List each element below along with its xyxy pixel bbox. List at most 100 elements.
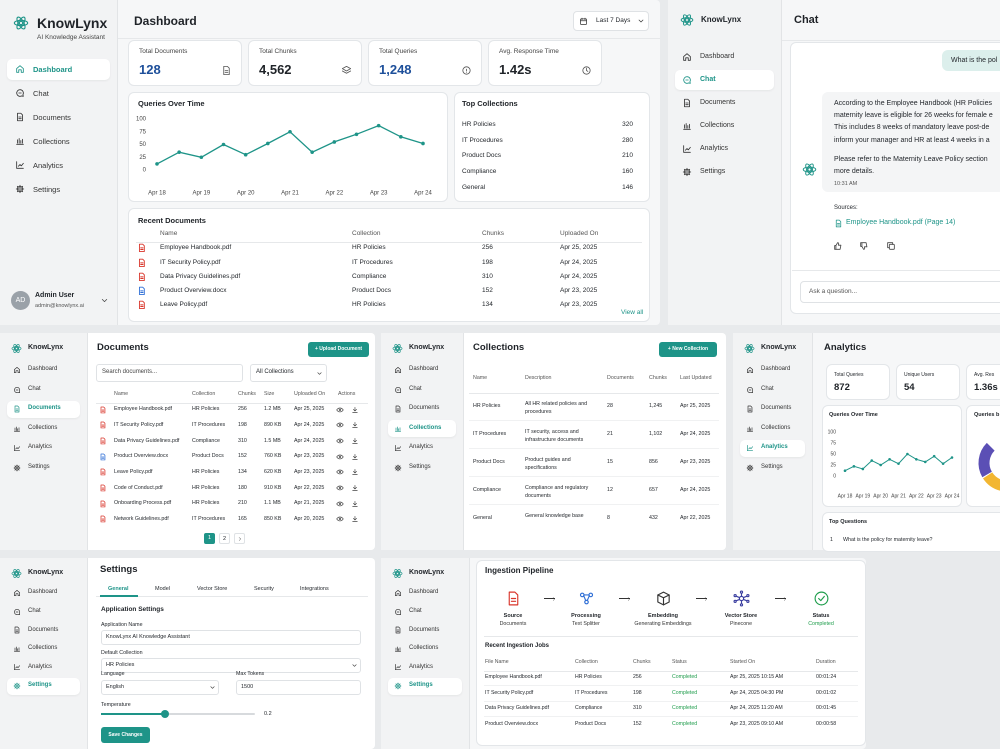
nav-item[interactable]: Dashboard	[409, 589, 439, 596]
chat-input[interactable]	[800, 281, 1000, 303]
icon	[336, 438, 344, 444]
icon	[656, 591, 670, 605]
nav-item[interactable]: Documents	[409, 405, 440, 412]
nav-item[interactable]: Dashboard	[28, 366, 58, 373]
table-cell: 210	[238, 500, 247, 507]
nav-item[interactable]: Chat	[761, 385, 774, 392]
nav-item[interactable]: Collections	[700, 121, 735, 129]
input[interactable]	[101, 658, 361, 673]
nav-item[interactable]: Collections	[409, 424, 442, 431]
nav-item[interactable]: Settings	[700, 167, 726, 175]
step-sub: Documents	[499, 621, 527, 627]
nav-item[interactable]: Analytics	[409, 663, 434, 670]
nav-item[interactable]: Documents	[28, 405, 61, 412]
nav-item[interactable]: Collections	[761, 424, 791, 431]
nav-item[interactable]: Settings	[33, 184, 61, 194]
nav-item[interactable]: Settings	[28, 463, 50, 470]
answer-line: inform your manager and HR at least 4 we…	[834, 136, 990, 144]
tab[interactable]: Security	[254, 585, 274, 592]
tab[interactable]: Model	[155, 585, 170, 592]
filter-select[interactable]	[250, 364, 327, 382]
header-divider	[96, 402, 368, 404]
sidebar	[0, 558, 88, 749]
nav-item[interactable]: Analytics	[409, 444, 434, 451]
icon-part	[395, 405, 401, 413]
nav-item[interactable]: Analytics	[761, 444, 788, 451]
table-cell: 1,245	[649, 402, 663, 409]
page-button[interactable]: 1	[204, 533, 215, 544]
table-cell: 15	[607, 458, 613, 465]
nav-item[interactable]: Settings	[409, 682, 433, 689]
icon-part	[15, 665, 20, 669]
button[interactable]: + Upload Document	[308, 342, 369, 357]
nav-item[interactable]: Analytics	[33, 160, 64, 170]
table-cell: Apr 24, 2025	[680, 486, 711, 493]
icon-part	[140, 247, 144, 251]
search-input[interactable]	[96, 364, 243, 382]
nav-item[interactable]: Documents	[28, 626, 59, 633]
nav-item[interactable]: Dashboard	[28, 589, 58, 596]
nav-item[interactable]: Chat	[28, 385, 41, 392]
nav-item[interactable]: Collections	[28, 424, 58, 431]
icon	[784, 596, 786, 601]
nav-item[interactable]: Chat	[700, 75, 716, 83]
nav-item[interactable]: Chat	[409, 385, 422, 392]
table-cell: HR Policies	[473, 402, 501, 409]
icon-part	[101, 298, 107, 302]
nav-item[interactable]: Analytics	[700, 144, 729, 152]
input-value: KnowLynx AI Knowledge Assistant	[106, 634, 190, 641]
filter-label: All Collections	[256, 369, 294, 376]
button[interactable]: + New Collection	[659, 342, 717, 357]
nav-item[interactable]: Analytics	[28, 663, 53, 670]
nav-item[interactable]: Chat	[28, 608, 41, 614]
step-name: Vector Store	[724, 613, 758, 619]
table-cell: 00:01:45	[816, 705, 837, 712]
nav-item[interactable]: Dashboard	[700, 52, 735, 60]
nav-item[interactable]: Collections	[28, 645, 58, 652]
nav-item[interactable]: Chat	[33, 88, 49, 98]
nav-item[interactable]: Documents	[700, 98, 736, 106]
icon-part	[14, 608, 21, 615]
input[interactable]	[101, 630, 361, 645]
view-all-link[interactable]: View all	[621, 309, 644, 317]
button[interactable]: Save Changes	[101, 727, 150, 743]
nav-item[interactable]: Documents	[409, 626, 440, 633]
tab[interactable]: Integrations	[300, 585, 329, 592]
message-time: 10:31 AM	[834, 180, 858, 187]
icon	[352, 500, 358, 507]
icon-part	[224, 69, 228, 73]
nav-item[interactable]: Chat	[409, 608, 422, 614]
nav-item[interactable]: Analytics	[28, 444, 53, 451]
page-next[interactable]	[234, 533, 245, 544]
nav-item[interactable]: Documents	[761, 405, 792, 412]
icon	[747, 405, 753, 413]
source-link[interactable]: Employee Handbook.pdf (Page 14)	[846, 218, 956, 226]
nav-item[interactable]: Dashboard	[409, 366, 439, 373]
table-cell: Apr 25, 2025	[560, 244, 598, 252]
table-cell: Compliance	[575, 705, 603, 712]
nav-item[interactable]: Collections	[409, 645, 439, 652]
input[interactable]	[236, 680, 361, 695]
step-name: Source	[503, 613, 523, 619]
nav-item[interactable]: Dashboard	[761, 366, 791, 373]
nav-active-bg	[7, 677, 80, 695]
tab[interactable]: Vector Store	[197, 585, 228, 592]
nav-item[interactable]: Documents	[33, 112, 71, 122]
date-range[interactable]	[573, 11, 649, 31]
step-name: Status	[812, 613, 830, 619]
nav-item[interactable]: Settings	[409, 463, 431, 470]
table-cell: 1.5 MB	[264, 437, 281, 444]
row-divider	[469, 420, 719, 421]
nav-item[interactable]: Collections	[33, 136, 70, 146]
slider-track[interactable]	[101, 713, 255, 715]
nav-item[interactable]: Settings	[761, 463, 783, 470]
page-button[interactable]: 2	[219, 533, 230, 544]
nav-item[interactable]: Settings	[28, 682, 52, 689]
input[interactable]	[101, 680, 219, 695]
icon	[16, 138, 24, 145]
sidebar	[0, 0, 118, 325]
table-cell: Product Docs	[192, 453, 224, 460]
tab[interactable]: General	[108, 585, 129, 592]
slider-thumb[interactable]	[161, 710, 169, 718]
nav-item[interactable]: Dashboard	[33, 64, 73, 74]
